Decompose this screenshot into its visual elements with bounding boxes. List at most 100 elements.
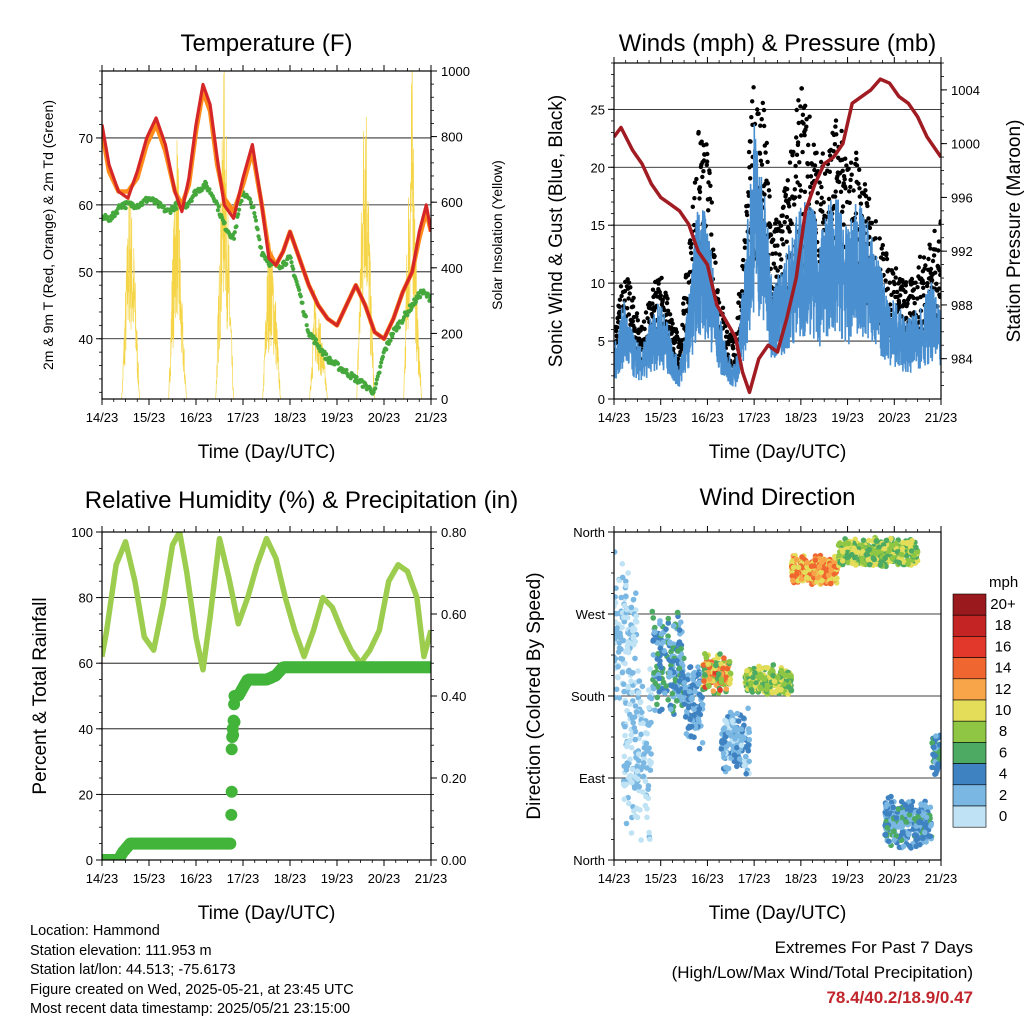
wind-direction-point <box>735 718 742 724</box>
gust-point <box>894 289 900 295</box>
wind-direction-point <box>911 552 917 559</box>
wind-direction-point <box>681 655 687 662</box>
wind-direction-point <box>636 678 643 684</box>
colorbar-swatch <box>952 763 987 786</box>
gust-point <box>700 174 705 180</box>
gust-point <box>800 112 806 118</box>
dewpoint-point <box>115 211 120 216</box>
y-tick-label: 80 <box>79 591 93 606</box>
gust-point <box>749 115 754 120</box>
wind-direction-point <box>618 594 624 601</box>
colorbar-swatch <box>952 614 987 637</box>
y2-tick-label: 0.60 <box>441 607 466 622</box>
wind-direction-point <box>849 560 856 567</box>
wind-direction-point <box>643 793 649 800</box>
wind-direction-point <box>614 594 618 600</box>
wind-direction-point <box>899 814 905 821</box>
wind-direction-point <box>685 672 691 678</box>
wind-direction-point <box>638 837 644 843</box>
dewpoint-point <box>222 220 227 225</box>
wind-direction-point <box>933 733 939 739</box>
gust-point <box>688 238 693 243</box>
gust-point <box>836 179 842 185</box>
gust-point <box>707 170 712 176</box>
gust-point <box>759 162 765 167</box>
y-tick-label: 70 <box>79 131 93 146</box>
gust-point <box>840 168 845 173</box>
wind-direction-point <box>889 555 896 561</box>
wind-direction-point <box>816 563 823 570</box>
gust-point <box>880 243 885 248</box>
gust-point <box>775 268 780 273</box>
dewpoint-point <box>291 266 296 272</box>
x-tick-label: 20/23 <box>878 871 911 886</box>
wind-direction-point <box>811 570 817 577</box>
wind-direction-point <box>896 559 902 566</box>
dewpoint-point <box>215 208 220 213</box>
gust-point <box>801 121 806 126</box>
wind-direction-point <box>685 704 692 711</box>
gust-point <box>898 293 903 298</box>
wind-direction-point <box>682 714 689 720</box>
wind-direction-point <box>909 537 915 544</box>
gust-point <box>912 301 917 306</box>
gust-point <box>784 239 789 244</box>
gust-point <box>887 280 892 285</box>
wind-direction-point <box>619 656 626 662</box>
wind-direction-point <box>743 771 749 777</box>
rainfall-point <box>224 837 237 850</box>
wind-direction-point <box>859 555 865 562</box>
wind-direction-point <box>646 829 652 836</box>
wind-direction-point <box>630 635 637 641</box>
x-tick-label: 19/23 <box>831 410 864 425</box>
x-tick-label: 20/23 <box>368 871 401 886</box>
gust-point <box>784 214 790 220</box>
gust-point <box>758 123 763 128</box>
gust-point <box>730 346 736 351</box>
y-tick-label: 10 <box>591 276 605 291</box>
gust-point <box>630 304 636 309</box>
wind-direction-point <box>750 674 756 681</box>
colorbar-label: 14 <box>995 660 1012 677</box>
dewpoint-point <box>288 255 293 260</box>
wind-direction-point <box>863 551 870 558</box>
wind-direction-point <box>915 809 922 815</box>
chart-panel-4: Wind Direction Time (Day/UTC) 14/23 15/23 16… <box>524 484 957 924</box>
wind-direction-point <box>619 561 626 567</box>
gust-point <box>672 340 678 345</box>
dewpoint-point <box>247 197 253 202</box>
gust-point <box>804 117 809 122</box>
wind-direction-point <box>632 813 639 819</box>
gust-point <box>704 142 709 147</box>
wind-direction-point <box>696 706 703 712</box>
gust-point <box>817 180 822 185</box>
dewpoint-point <box>324 352 329 357</box>
created-text: Figure created on Wed, 2025-05-21, at 23… <box>30 981 354 998</box>
wind-direction-point <box>629 766 636 773</box>
gust-point <box>930 258 936 264</box>
gust-point <box>766 188 772 193</box>
gust-point <box>842 177 847 182</box>
gust-point <box>627 291 632 296</box>
gust-point <box>692 222 697 228</box>
gust-point <box>814 200 820 205</box>
rainfall-point <box>228 690 241 702</box>
wind-direction-point <box>741 735 747 742</box>
y2-tick-label: 200 <box>441 326 463 341</box>
wind-direction-point <box>884 801 890 807</box>
gust-point <box>681 311 686 316</box>
dewpoint-point <box>258 245 264 250</box>
dewpoint-point <box>231 236 237 241</box>
y-tick-label: 60 <box>79 198 93 213</box>
gust-point <box>915 285 920 290</box>
y-tick-label: East <box>579 771 605 786</box>
wind-direction-point <box>623 578 629 585</box>
dewpoint-point <box>380 354 385 359</box>
wind-direction-point <box>705 661 711 667</box>
wind-direction-point <box>788 687 795 694</box>
colorbar-swatch <box>952 657 987 680</box>
wind-direction-point <box>614 640 617 647</box>
wind-direction-point <box>793 571 800 577</box>
gust-point <box>724 329 730 334</box>
